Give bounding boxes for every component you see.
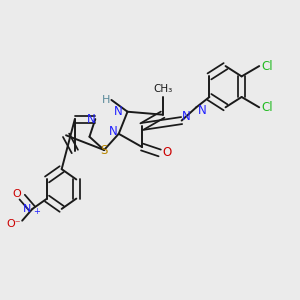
Text: O: O — [12, 189, 21, 199]
Text: N: N — [109, 125, 117, 138]
Text: N: N — [22, 204, 31, 214]
Text: Cl: Cl — [262, 101, 273, 114]
Text: N: N — [198, 104, 206, 117]
Text: N: N — [113, 105, 122, 118]
Text: H: H — [102, 95, 110, 105]
Text: O: O — [163, 146, 172, 159]
Text: N: N — [182, 110, 190, 124]
Text: S: S — [100, 143, 108, 157]
Text: CH₃: CH₃ — [153, 84, 172, 94]
Text: O⁻: O⁻ — [6, 219, 21, 229]
Text: +: + — [33, 207, 40, 216]
Text: N: N — [87, 112, 95, 126]
Text: Cl: Cl — [262, 60, 273, 73]
